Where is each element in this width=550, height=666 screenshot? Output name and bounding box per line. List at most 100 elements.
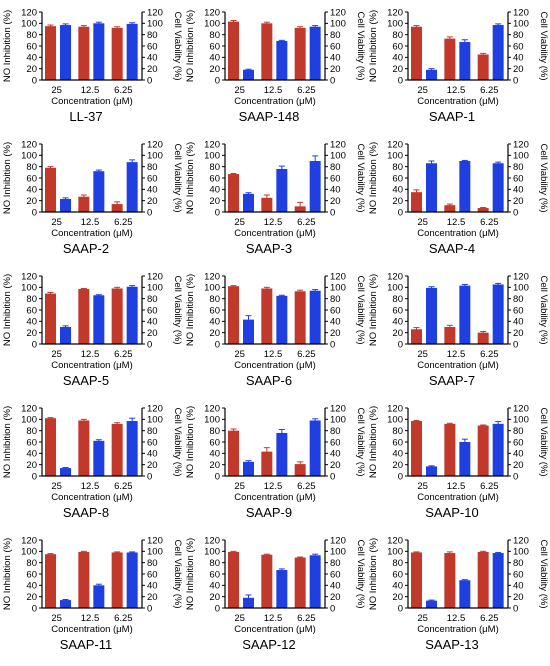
y2-tick-label: 120 [330, 403, 346, 414]
x-tick-label: 6.25 [297, 613, 316, 624]
x-tick-label: 12.5 [264, 613, 283, 624]
bar [426, 69, 437, 80]
y2-tick-label: 20 [147, 196, 158, 207]
y2-tick-label: 100 [513, 547, 529, 558]
y-tick-label: 100 [21, 151, 37, 162]
x-tick-label: 25 [51, 481, 62, 492]
y-tick-label: 60 [26, 41, 37, 52]
y2-tick-label: 40 [147, 185, 158, 196]
y-tick-label: 120 [387, 535, 403, 546]
panel-title: SAAP-1 [429, 109, 475, 124]
y2-tick-label: 0 [513, 603, 518, 614]
bar [60, 600, 71, 608]
x-axis-label: Concentration (μM) [51, 360, 133, 371]
y-axis-label: NO Inhibition (%) [185, 406, 196, 478]
y-tick-label: 120 [204, 271, 220, 282]
y-tick-label: 120 [21, 7, 37, 18]
x-tick-label: 12.5 [264, 85, 283, 96]
y2-tick-label: 60 [330, 305, 341, 316]
y-tick-label: 120 [21, 139, 37, 150]
bar [294, 27, 306, 80]
y2-tick-label: 0 [330, 603, 335, 614]
y2-tick-label: 100 [147, 547, 163, 558]
y2-tick-label: 0 [513, 339, 518, 350]
bar [492, 25, 504, 80]
y2-tick-label: 100 [513, 151, 529, 162]
y-tick-label: 120 [387, 271, 403, 282]
y-tick-label: 20 [26, 64, 37, 75]
bar [411, 26, 422, 80]
y2-tick-label: 80 [513, 558, 524, 569]
x-tick-label: 12.5 [264, 349, 283, 360]
y-tick-label: 120 [204, 7, 220, 18]
y2-tick-label: 20 [330, 196, 341, 207]
y2-tick-label: 120 [513, 271, 529, 282]
bar [294, 464, 306, 476]
x-tick-label: 25 [51, 85, 62, 96]
y2-tick-label: 60 [147, 569, 158, 580]
y2-tick-label: 100 [330, 151, 346, 162]
y-tick-label: 120 [387, 7, 403, 18]
y2-tick-label: 80 [147, 162, 158, 173]
y2-tick-label: 80 [513, 426, 524, 437]
y2-tick-label: 0 [330, 75, 335, 86]
bar [45, 167, 56, 212]
y-tick-label: 100 [21, 547, 37, 558]
x-tick-label: 25 [234, 349, 245, 360]
y-tick-label: 80 [26, 30, 37, 41]
y-tick-label: 0 [32, 339, 37, 350]
y2-axis-label: Cell Viability (%) [538, 144, 549, 213]
bar [444, 423, 456, 476]
y2-tick-label: 60 [513, 305, 524, 316]
y-tick-label: 20 [26, 592, 37, 603]
bar [93, 171, 105, 212]
y-tick-label: 60 [26, 173, 37, 184]
y2-tick-label: 40 [513, 185, 524, 196]
bar [45, 293, 56, 344]
y2-tick-label: 20 [330, 592, 341, 603]
y2-axis-label: Cell Viability (%) [172, 408, 183, 477]
y2-tick-label: 40 [330, 317, 341, 328]
x-tick-label: 6.25 [114, 613, 133, 624]
bar [492, 423, 504, 476]
y2-tick-label: 120 [147, 403, 163, 414]
y2-axis-label: Cell Viability (%) [355, 12, 366, 81]
y2-tick-label: 20 [330, 64, 341, 75]
y-tick-label: 80 [209, 558, 220, 569]
y2-tick-label: 60 [147, 173, 158, 184]
y-tick-label: 120 [387, 139, 403, 150]
bar [294, 557, 306, 608]
y-tick-label: 100 [387, 283, 403, 294]
x-axis-label: Concentration (μM) [234, 96, 316, 107]
y2-tick-label: 0 [513, 75, 518, 86]
bar [78, 26, 90, 80]
bar [444, 553, 456, 608]
bar [111, 27, 123, 80]
bar [459, 580, 471, 608]
y-tick-label: 0 [398, 75, 403, 86]
y-tick-label: 0 [32, 207, 37, 218]
y2-tick-label: 100 [147, 415, 163, 426]
y-tick-label: 100 [21, 283, 37, 294]
y-tick-label: 100 [387, 415, 403, 426]
bar [309, 26, 321, 80]
y-tick-label: 20 [392, 460, 403, 471]
y2-tick-label: 20 [330, 460, 341, 471]
y2-tick-label: 120 [513, 139, 529, 150]
x-tick-label: 25 [417, 85, 428, 96]
panel-title: LL-37 [69, 109, 102, 124]
bar [426, 600, 437, 608]
x-tick-label: 12.5 [81, 217, 100, 228]
y-tick-label: 0 [398, 471, 403, 482]
bar [243, 69, 254, 80]
y-tick-label: 80 [392, 558, 403, 569]
bar [459, 42, 471, 80]
y-tick-label: 40 [209, 449, 220, 460]
y2-tick-label: 100 [147, 19, 163, 30]
